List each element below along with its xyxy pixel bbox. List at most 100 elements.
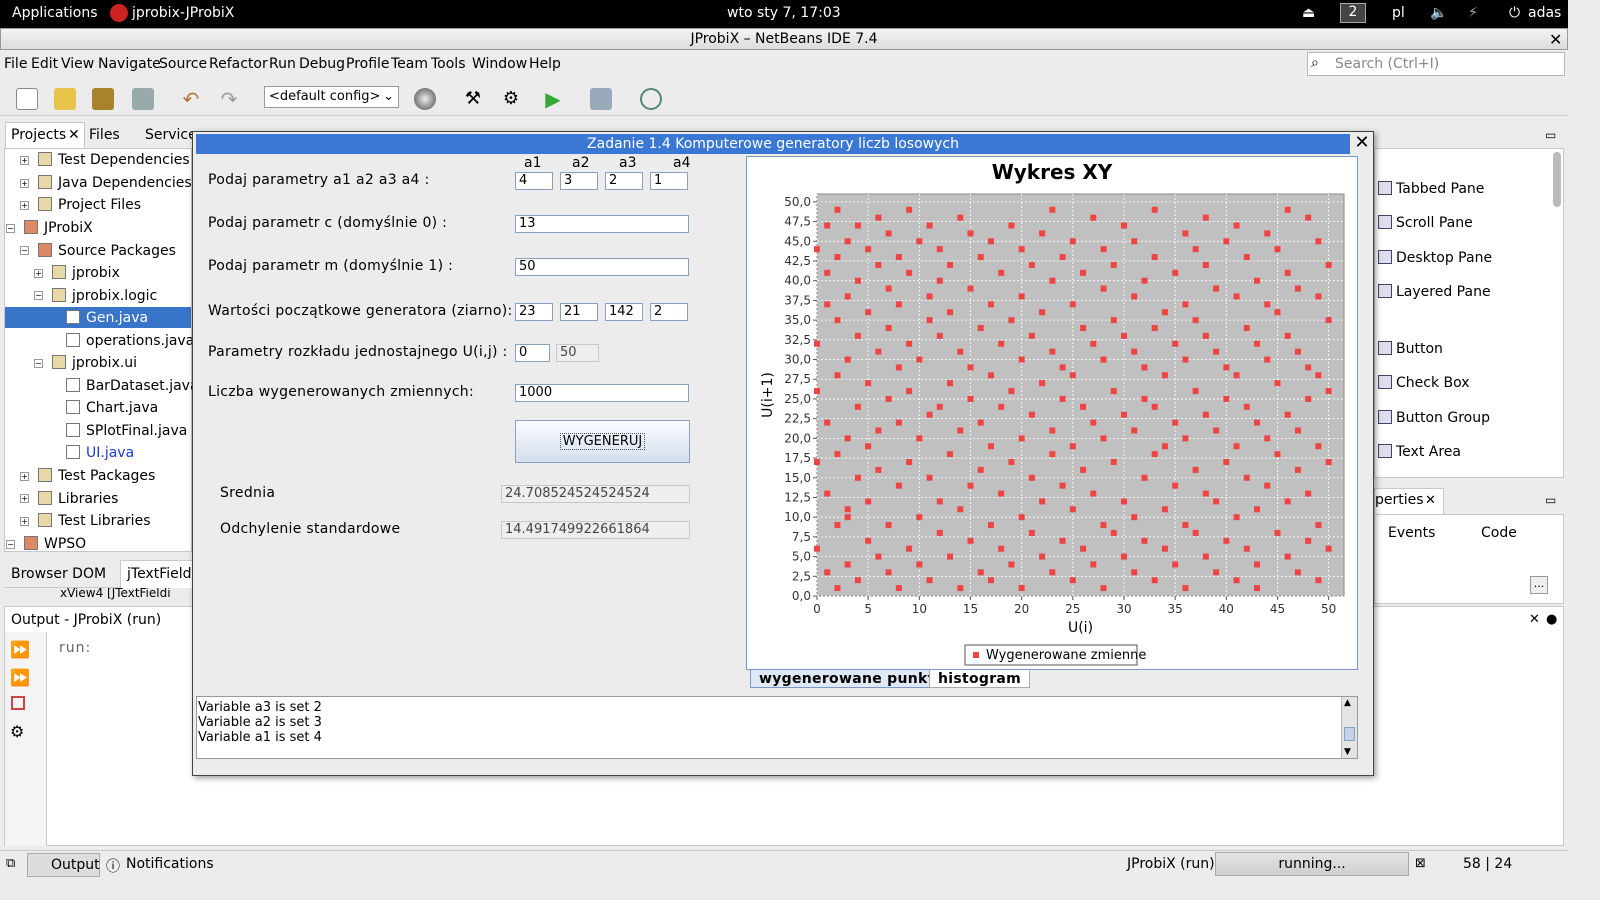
tab-projects[interactable] [5,122,85,148]
param-a4-input[interactable]: 1 [650,172,688,190]
menu-run[interactable]: Run [269,56,296,72]
collapse-icon[interactable]: − [6,224,15,233]
close-icon[interactable]: ✕ [68,127,80,143]
tab-properties[interactable] [1374,488,1444,514]
tab-histogram[interactable]: histogram [929,670,1031,688]
seed-4-input[interactable]: 2 [650,303,688,321]
tab-generated-points[interactable]: wygenerowane punkty [750,670,954,688]
tab-browser-dom[interactable]: Browser DOM [11,566,107,582]
tree-test-packages[interactable]: Test Packages [38,468,155,484]
tree-test-dependencies[interactable]: Test Dependencies [38,152,190,168]
seed-3-input[interactable]: 142 [605,303,643,321]
menu-file[interactable]: File [4,56,28,72]
tree-libraries[interactable]: Libraries [38,491,118,507]
tab-jtextfield[interactable]: jTextFieldC [120,560,193,588]
tree-package-ui[interactable]: jprobix.ui [52,355,137,371]
tree-project-wpso[interactable]: WPSO [24,536,86,552]
tree-package-jprobix[interactable]: jprobix [52,265,120,281]
tree-package-logic[interactable]: jprobix.logic [52,288,157,304]
debug-icon[interactable] [590,88,612,110]
tab-code[interactable]: Code [1481,525,1517,541]
count-input[interactable]: 1000 [515,384,689,402]
tree-project-jprobix[interactable]: JProbiX [24,220,93,236]
redo-icon[interactable]: ↷ [220,87,238,111]
restore-icon[interactable]: ⧉ [6,856,16,871]
log-scrollbar[interactable]: ▲ ▼ [1341,697,1357,758]
param-a3-input[interactable]: 2 [605,172,643,190]
eject-icon[interactable]: ⏏ [1302,5,1316,21]
param-c-input[interactable]: 13 [515,215,689,233]
tree-operations-java[interactable]: operations.java [66,333,194,349]
volume-icon[interactable]: 🔈 [1430,5,1448,21]
keyboard-layout[interactable]: pl [1392,5,1405,21]
undo-icon[interactable]: ↶ [182,87,200,111]
build-hammer-icon[interactable]: ⚒ [464,88,482,109]
seed-2-input[interactable]: 21 [560,303,598,321]
palette-layered-pane[interactable]: Layered Pane [1378,284,1491,300]
palette-button[interactable]: Button [1378,341,1443,357]
palette-scroll-pane[interactable]: Scroll Pane [1378,215,1473,231]
run-icon[interactable]: ▶ [545,87,561,111]
menu-navigate[interactable]: Navigate [98,56,161,72]
network-icon[interactable]: ⚡ [1468,5,1478,21]
maximize-icon[interactable]: ● [1546,612,1558,627]
window-close-icon[interactable]: ✕ [1549,30,1563,49]
search-input[interactable]: Search (Ctrl+I) [1307,52,1565,76]
new-file-icon[interactable] [16,88,38,110]
palette-check-box[interactable]: Check Box [1378,375,1470,391]
menu-tools[interactable]: Tools [431,56,466,72]
minimize-icon[interactable]: ▭ [1545,128,1557,142]
tree-ui-java[interactable]: UI.java [66,445,134,461]
user-name[interactable]: adas [1528,5,1562,21]
expand-icon[interactable]: + [20,472,29,481]
expand-icon[interactable]: + [20,494,29,503]
menu-source[interactable]: Source [159,56,208,72]
rerun-icon[interactable]: ⏩ [10,640,30,659]
menu-refactor[interactable]: Refactor [209,56,268,72]
close-icon[interactable]: ✕ [1425,493,1436,508]
rerun-options-icon[interactable]: ⏩ [10,668,30,687]
seed-1-input[interactable]: 23 [515,303,553,321]
status-notifications[interactable]: Notifications [126,856,214,872]
collapse-icon[interactable]: − [34,291,43,300]
menu-edit[interactable]: Edit [31,56,59,72]
applications-menu[interactable]: Applications [12,5,98,21]
config-select[interactable]: <default config> ⌄ [264,86,399,108]
scroll-down-icon[interactable]: ▼ [1344,747,1351,757]
generate-button[interactable]: WYGENERUJ [515,420,690,463]
expand-icon[interactable]: + [34,269,43,278]
clean-build-icon[interactable]: ⚙ [502,88,520,109]
ellipsis-button[interactable]: ... [1530,576,1548,594]
globe-icon[interactable] [414,88,436,110]
palette-desktop-pane[interactable]: Desktop Pane [1378,250,1492,266]
tree-test-libraries[interactable]: Test Libraries [38,513,150,529]
menu-view[interactable]: View [61,56,95,72]
tree-bardataset-java[interactable]: BarDataset.java [66,378,199,394]
tree-java-dependencies[interactable]: Java Dependencies [38,175,192,191]
close-icon[interactable]: ✕ [1529,612,1540,627]
expand-icon[interactable]: + [20,517,29,526]
expand-icon[interactable]: + [20,201,29,210]
param-a1-input[interactable]: 4 [515,172,553,190]
uniform-i-input[interactable]: 0 [515,344,550,362]
expand-icon[interactable]: + [20,179,29,188]
taskbar-window[interactable]: jprobix-JProbiX [132,5,235,21]
status-output-tab[interactable]: Output [27,853,100,877]
param-a2-input[interactable]: 3 [560,172,598,190]
save-all-icon[interactable] [132,88,154,110]
param-m-input[interactable]: 50 [515,258,689,276]
settings-icon[interactable]: ⚙ [10,722,25,741]
progress-bar[interactable]: running... [1215,852,1409,876]
menu-debug[interactable]: Debug [299,56,346,72]
menu-window[interactable]: Window [472,56,528,72]
new-project-icon[interactable] [54,88,76,110]
menu-help[interactable]: Help [529,56,561,72]
palette-button-group[interactable]: Button Group [1378,410,1490,426]
profile-icon[interactable] [640,88,662,110]
tree-project-files[interactable]: Project Files [38,197,141,213]
scroll-thumb[interactable] [1344,727,1355,741]
menu-profile[interactable]: Profile [346,56,390,72]
collapse-icon[interactable]: − [34,359,43,368]
log-area[interactable]: Variable a3 is set 2 Variable a2 is set … [196,696,1358,759]
collapse-icon[interactable]: − [6,540,15,549]
